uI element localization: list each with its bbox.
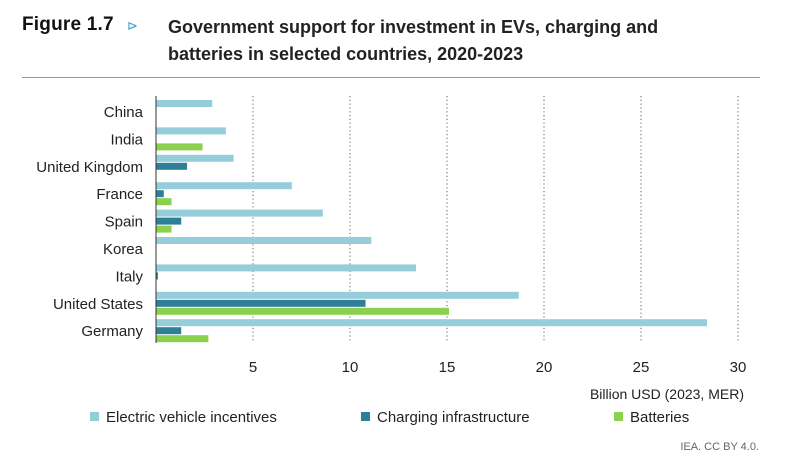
figure-title: Government support for investment in EVs… [168, 17, 659, 64]
category-labels: China India United Kingdom France Spain Korea… [36, 104, 143, 340]
x-tick-label: 25 [633, 359, 650, 376]
bar-united-kingdom-electric-vehicle-incentives [156, 154, 234, 162]
title-divider [22, 77, 760, 78]
bar-france-electric-vehicle-incentives [156, 182, 292, 190]
legend-swatch [90, 412, 99, 421]
source-note: IEA. CC BY 4.0. [680, 441, 759, 453]
x-tick-label: 10 [342, 359, 359, 376]
legend-swatch [361, 412, 370, 421]
bar-germany-charging-infrastructure [156, 327, 182, 335]
legend-label: Electric vehicle incentives [106, 409, 277, 426]
bar-india-batteries [156, 143, 203, 151]
x-tick-label: 15 [439, 359, 456, 376]
legend-item-charging: Charging infrastructure [361, 409, 530, 426]
bar-france-batteries [156, 198, 172, 206]
category-label-italy: Italy [115, 268, 143, 285]
x-tick-label: 30 [730, 359, 747, 376]
x-tick-labels: 5 10 15 20 25 30 [249, 359, 747, 376]
bar-spain-charging-infrastructure [156, 217, 182, 225]
x-axis-label: Billion USD (2023, MER) [590, 386, 744, 402]
figure-arrow-icon: ⊳ [127, 18, 138, 33]
legend-label: Charging infrastructure [377, 409, 530, 426]
bar-germany-electric-vehicle-incentives [156, 319, 707, 327]
bar-korea-electric-vehicle-incentives [156, 237, 372, 244]
category-label-united-kingdom: United Kingdom [36, 159, 143, 176]
figure-label: Figure 1.7 [22, 14, 114, 35]
x-tick-label: 20 [536, 359, 553, 376]
category-label-spain: Spain [105, 214, 143, 231]
category-label-india: India [110, 131, 143, 148]
bars [156, 100, 707, 343]
bar-italy-electric-vehicle-incentives [156, 264, 416, 272]
category-label-germany: Germany [81, 323, 143, 340]
bar-china-electric-vehicle-incentives [156, 100, 213, 107]
bar-france-charging-infrastructure [156, 190, 164, 198]
legend-swatch [614, 412, 623, 421]
category-label-france: France [96, 186, 143, 203]
x-tick-label: 5 [249, 359, 257, 376]
legend-item-batteries: Batteries [614, 409, 689, 426]
bar-united-kingdom-charging-infrastructure [156, 162, 188, 170]
bar-united-states-electric-vehicle-incentives [156, 291, 519, 299]
bar-germany-batteries [156, 335, 209, 343]
category-label-china: China [104, 104, 144, 121]
category-label-united-states: United States [53, 296, 143, 313]
bar-india-electric-vehicle-incentives [156, 127, 226, 135]
bar-united-states-batteries [156, 307, 449, 315]
bar-spain-batteries [156, 225, 172, 233]
legend-item-ev-incentives: Electric vehicle incentives [90, 409, 277, 426]
legend-label: Batteries [630, 409, 690, 426]
bar-spain-electric-vehicle-incentives [156, 209, 323, 217]
bar-italy-charging-infrastructure [156, 272, 158, 280]
bar-united-states-charging-infrastructure [156, 299, 366, 307]
category-label-korea: Korea [103, 241, 144, 258]
